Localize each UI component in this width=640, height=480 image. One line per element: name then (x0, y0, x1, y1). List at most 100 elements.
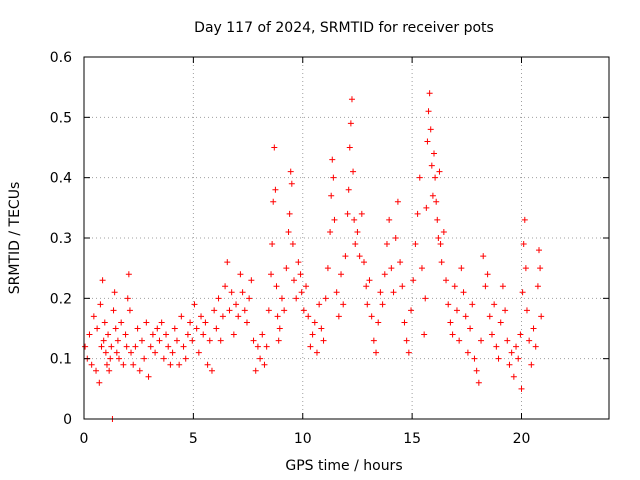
data-point (534, 283, 541, 290)
data-point (295, 259, 302, 266)
data-point (143, 319, 150, 326)
data-point (169, 349, 176, 356)
data-point (519, 289, 526, 296)
data-point (508, 349, 515, 356)
data-point (440, 228, 447, 235)
data-point (513, 343, 520, 350)
data-point (237, 271, 244, 278)
data-point (517, 331, 524, 338)
data-point (366, 277, 373, 284)
data-point (335, 313, 342, 320)
data-point (456, 337, 463, 344)
data-point (272, 186, 279, 193)
data-point (342, 253, 349, 260)
data-point (528, 361, 535, 368)
data-point (97, 301, 104, 308)
data-point (86, 331, 93, 338)
data-point (271, 144, 278, 151)
data-point (423, 204, 430, 211)
data-point (160, 355, 167, 362)
data-point (98, 343, 105, 350)
y-tick-label: 0.5 (50, 110, 72, 126)
data-point (422, 295, 429, 302)
data-point (429, 192, 436, 199)
data-point (275, 337, 282, 344)
data-point (248, 277, 255, 284)
data-point (316, 301, 323, 308)
data-point (126, 307, 133, 314)
data-point (462, 313, 469, 320)
data-point (118, 319, 125, 326)
data-point (449, 331, 456, 338)
data-point (431, 150, 437, 157)
axis-ticks: 0 5 10 15 20 0 0.1 0.2 0.3 0.4 0.5 0.6 (50, 50, 609, 447)
data-point (180, 343, 187, 350)
data-point (424, 138, 431, 145)
data-point (128, 349, 135, 356)
data-point (250, 337, 257, 344)
data-point (94, 325, 101, 332)
data-point (173, 337, 180, 344)
data-point (471, 355, 478, 362)
data-point (538, 313, 545, 320)
y-tick-label: 0 (63, 412, 72, 428)
data-point (358, 210, 365, 217)
data-point (111, 289, 118, 296)
data-point (482, 283, 489, 290)
data-point (263, 343, 270, 350)
data-point (518, 385, 525, 392)
data-point (523, 307, 530, 314)
data-point (453, 307, 460, 314)
y-tick-label: 0.2 (50, 291, 72, 307)
data-point (458, 265, 465, 272)
data-point (329, 156, 336, 163)
data-point (171, 325, 178, 332)
data-point (93, 367, 100, 374)
data-point (228, 289, 235, 296)
data-point (520, 241, 527, 248)
data-point (351, 216, 358, 223)
data-point (182, 355, 189, 362)
data-point (397, 259, 404, 266)
data-point (495, 355, 502, 362)
data-point (82, 343, 89, 350)
data-point (217, 337, 224, 344)
data-points (82, 90, 545, 422)
data-point (222, 283, 229, 290)
data-point (281, 307, 288, 314)
data-point (425, 108, 432, 115)
data-point (408, 307, 415, 314)
data-point (416, 174, 423, 181)
data-point (230, 331, 237, 338)
data-point (433, 198, 440, 205)
y-axis-label: SRMTID / TECUs (7, 182, 23, 295)
data-point (414, 210, 421, 217)
data-point (297, 271, 304, 278)
x-tick-label: 5 (189, 431, 198, 447)
data-point (313, 349, 320, 356)
data-point (445, 301, 452, 308)
data-point (460, 289, 467, 296)
chart-title: Day 117 of 2024, SRMTID for receiver pot… (194, 20, 494, 36)
data-point (480, 253, 487, 260)
data-point (537, 265, 544, 272)
data-point (493, 343, 500, 350)
data-point (373, 349, 380, 356)
data-point (283, 265, 290, 272)
data-point (345, 186, 352, 193)
data-point (320, 337, 327, 344)
data-point (226, 307, 233, 314)
x-tick-label: 10 (294, 431, 312, 447)
data-point (147, 343, 154, 350)
data-point (403, 337, 410, 344)
data-point (331, 216, 338, 223)
data-point (141, 355, 148, 362)
data-point (107, 355, 114, 362)
x-axis-label: GPS time / hours (285, 458, 402, 474)
data-point (379, 301, 386, 308)
data-point (324, 265, 331, 272)
data-point (130, 361, 137, 368)
data-point (154, 325, 161, 332)
data-point (344, 210, 351, 217)
